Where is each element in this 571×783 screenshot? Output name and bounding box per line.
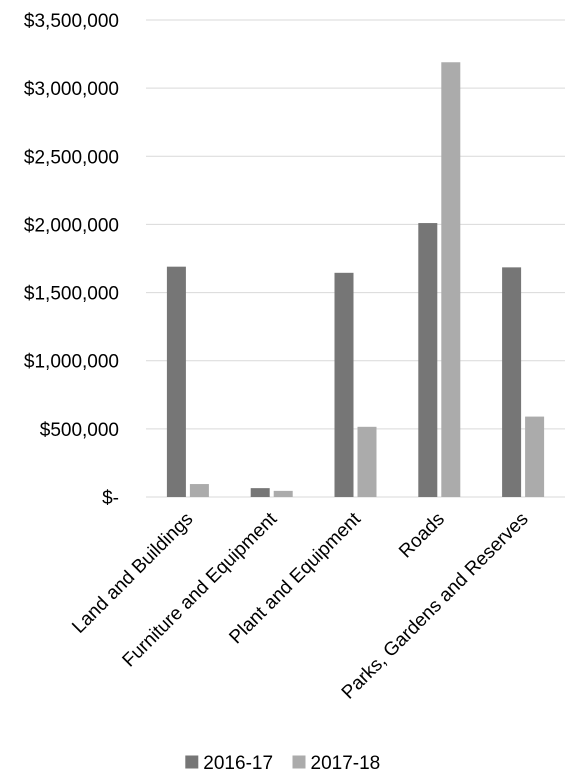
bar-2016-17-1 (250, 488, 270, 497)
y-tick-label: $3,000,000 (24, 79, 119, 100)
y-tick-label: $3,500,000 (24, 11, 119, 32)
x-category-label: Parks, Gardens and Reserves (338, 509, 533, 704)
legend-swatch (185, 755, 199, 769)
bar-2017-18-2 (357, 426, 377, 497)
x-category-label: Furniture and Equipment (119, 508, 282, 671)
bar-2017-18-3 (441, 62, 461, 498)
y-tick-label: $500,000 (40, 420, 119, 441)
x-category-label: Roads (395, 509, 449, 563)
bar-2017-18-1 (273, 490, 293, 497)
bar-2017-18-4 (525, 416, 545, 497)
legend-label: 2017-18 (311, 753, 381, 774)
y-axis-tick-labels: $- $500,000 $1,000,000 $1,500,000 $2,000,000… (24, 11, 119, 509)
bar-2016-17-2 (334, 272, 354, 497)
legend-label: 2016-17 (203, 753, 273, 774)
bar-2017-18-0 (189, 484, 209, 497)
legend-swatch (292, 755, 306, 769)
bar-2016-17-0 (166, 266, 186, 497)
y-tick-label: $- (102, 488, 119, 509)
legend: 2016-17 2017-18 (185, 753, 380, 774)
y-tick-label: $2,000,000 (24, 215, 119, 236)
bar-2016-17-4 (502, 267, 522, 497)
bars (166, 62, 545, 498)
bar-2016-17-3 (418, 223, 438, 497)
y-tick-label: $2,500,000 (24, 147, 119, 168)
y-tick-label: $1,000,000 (24, 352, 119, 373)
y-tick-label: $1,500,000 (24, 284, 119, 305)
gridlines (146, 19, 565, 498)
